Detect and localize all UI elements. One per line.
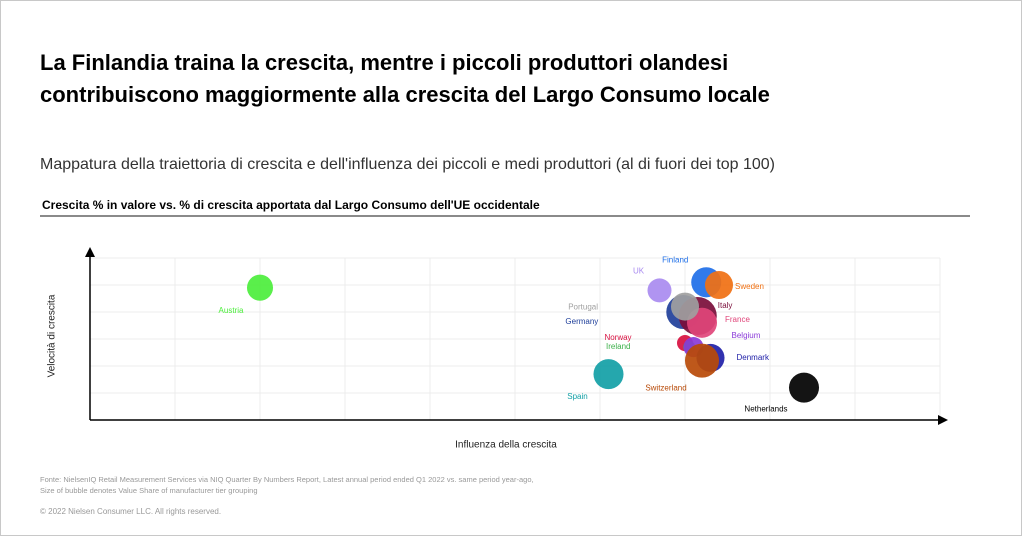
bubble	[788, 372, 820, 403]
x-axis-arrow	[938, 415, 948, 425]
bubble	[670, 292, 700, 321]
bubble-label: Norway	[604, 333, 631, 342]
x-axis-label: Influenza della crescita	[455, 440, 557, 451]
bubble-label: Germany	[565, 317, 598, 326]
bubble	[593, 359, 624, 390]
bubble-label: Switzerland	[645, 384, 686, 393]
bubble-label: Denmark	[737, 353, 770, 362]
bubble-label: UK	[633, 267, 645, 276]
bubble-label: Finland	[662, 255, 688, 264]
bubble-label: Sweden	[735, 282, 764, 291]
bubble	[704, 270, 734, 300]
copyright: © 2022 Nielsen Consumer LLC. All rights …	[40, 507, 221, 516]
chart-title: Crescita % in valore vs. % di crescita a…	[42, 198, 540, 212]
y-axis-arrow	[85, 247, 95, 257]
bubble-label: Italy	[718, 301, 733, 310]
bubble-label: Austria	[219, 306, 244, 315]
bubble-label: France	[725, 315, 750, 324]
footnote: Size of bubble denotes Value Share of ma…	[40, 486, 258, 495]
bubble-label: Portugal	[568, 303, 598, 312]
bubble	[246, 274, 274, 301]
title: contribuiscono maggiormente alla crescit…	[40, 82, 770, 107]
bubble-label: Ireland	[606, 342, 630, 351]
bubble-label: Netherlands	[744, 405, 787, 414]
bubble-label: Spain	[567, 392, 587, 401]
title: La Finlandia traina la crescita, mentre …	[40, 50, 728, 75]
subtitle: Mappatura della traiettoria di crescita …	[40, 156, 775, 173]
footnote: Fonte: NielsenIQ Retail Measurement Serv…	[40, 475, 534, 484]
y-axis-label: Velocità di crescita	[47, 294, 58, 377]
bubble	[647, 278, 672, 303]
bubble	[684, 343, 720, 378]
bubble-label: Belgium	[732, 331, 761, 340]
